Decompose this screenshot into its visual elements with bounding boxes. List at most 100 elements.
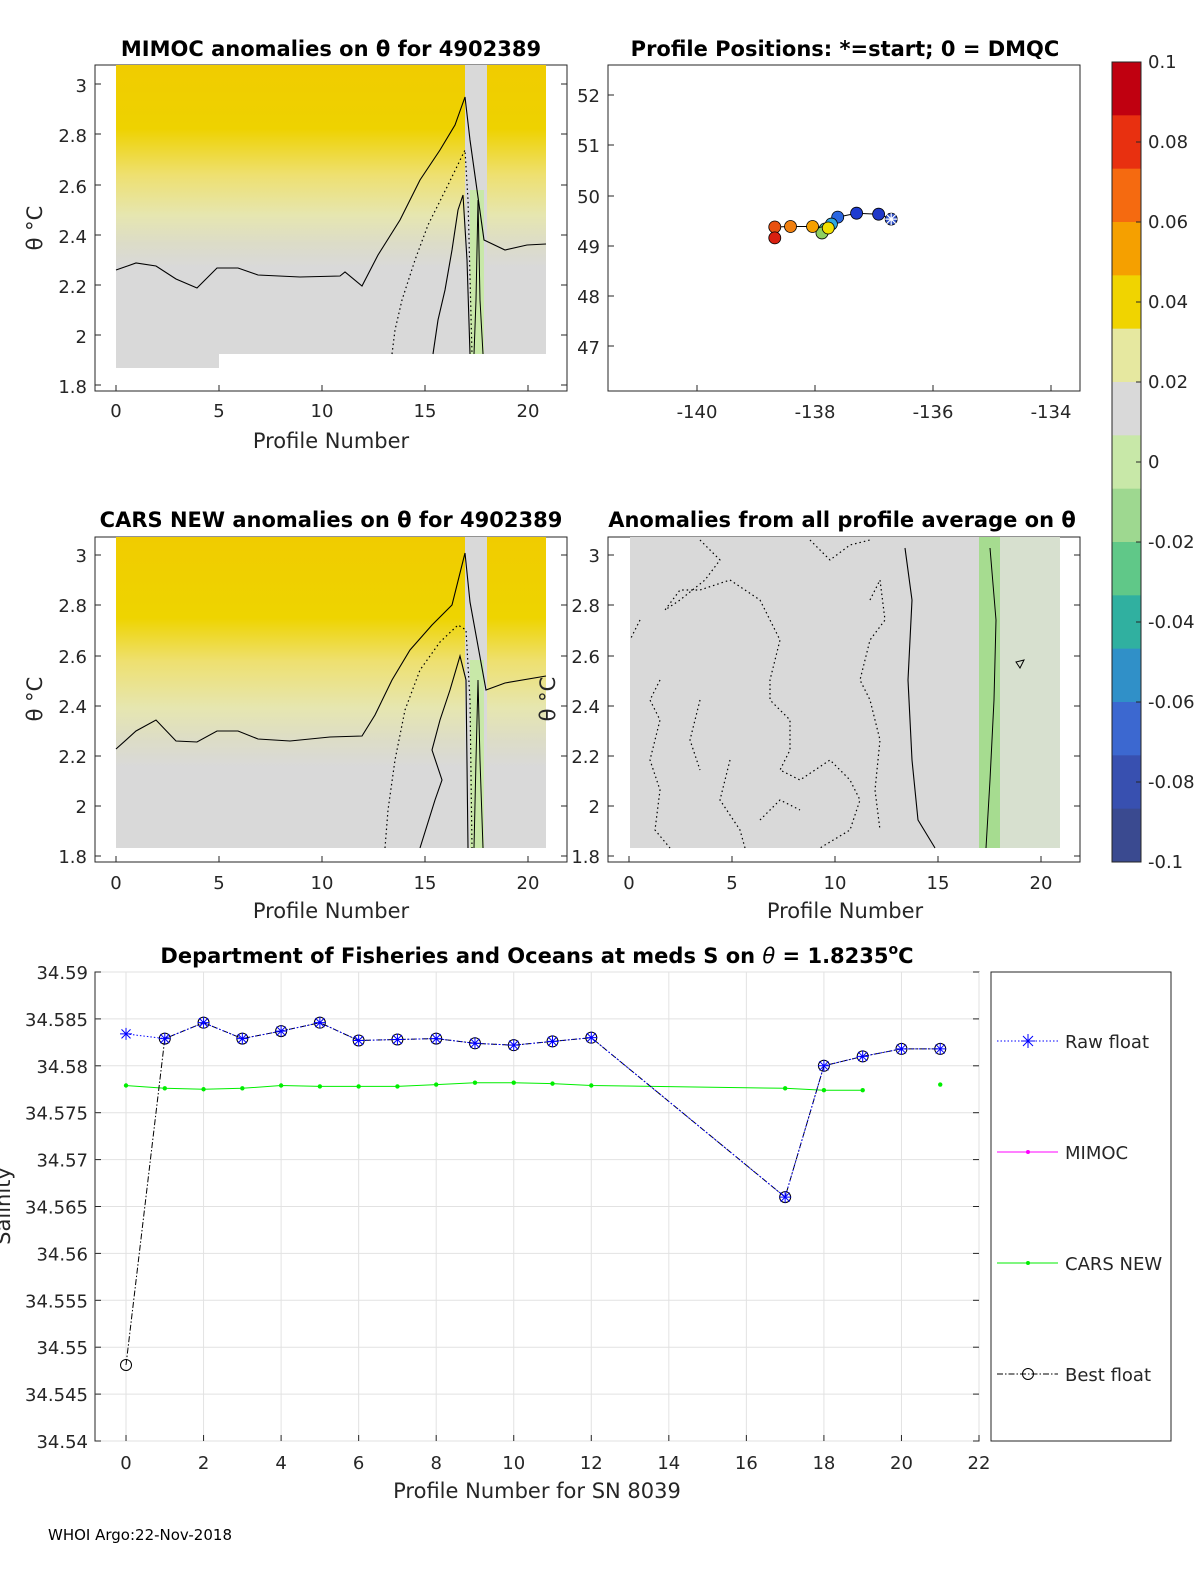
legend: Raw float MIMOC CARS NEW Best float bbox=[990, 971, 1172, 1442]
raw-point bbox=[120, 1027, 133, 1040]
colorbar-tick-label: 0.04 bbox=[1148, 292, 1188, 313]
legend-raw: Raw float bbox=[997, 1032, 1149, 1053]
degree-symbol: o bbox=[889, 942, 899, 958]
colorbar-cell bbox=[1112, 702, 1141, 756]
cars-ticks: 0 5 10 15 20 1.8 2 2.2 2.4 2.6 2.8 3 bbox=[58, 546, 567, 894]
colorbar-tick-label: 0.06 bbox=[1148, 212, 1188, 233]
cars-point bbox=[123, 1083, 129, 1088]
allavg-contour-small bbox=[1015, 659, 1025, 669]
cars-point bbox=[162, 1086, 167, 1091]
raw-point bbox=[313, 1016, 326, 1029]
cars-xtick: 15 bbox=[414, 873, 437, 894]
allavg-ytick: 2 bbox=[589, 797, 600, 818]
positions-point bbox=[784, 220, 797, 233]
mimoc-xtick: 5 bbox=[213, 401, 224, 422]
legend-best-label: Best float bbox=[1065, 1365, 1151, 1386]
positions-ytick: 48 bbox=[577, 287, 600, 308]
allavg-ytick: 1.8 bbox=[571, 847, 600, 868]
salinity-ytick: 34.575 bbox=[25, 1104, 88, 1125]
raw-point bbox=[817, 1059, 830, 1072]
positions-axes-box bbox=[607, 64, 1081, 392]
positions-markers bbox=[768, 206, 898, 245]
raw-point bbox=[430, 1032, 443, 1045]
positions-xtick: -138 bbox=[795, 402, 836, 423]
salinity-xtick: 4 bbox=[275, 1453, 286, 1474]
salinity-ytick: 34.54 bbox=[36, 1432, 88, 1453]
allavg-xtick: 0 bbox=[623, 873, 634, 894]
mimoc-ytick: 2.2 bbox=[58, 277, 87, 298]
best-point bbox=[120, 1359, 133, 1372]
colorbar-cell bbox=[1112, 542, 1141, 596]
cars-ytick: 1.8 bbox=[58, 847, 87, 868]
mimoc-xtick: 0 bbox=[110, 401, 121, 422]
positions-xtick: -140 bbox=[677, 402, 718, 423]
cars-point bbox=[317, 1084, 323, 1089]
allavg-ytick: 2.2 bbox=[571, 747, 600, 768]
colorbar-tick-label: -0.02 bbox=[1148, 532, 1195, 553]
raw-point bbox=[895, 1042, 908, 1055]
allavg-blank-strip bbox=[877, 848, 1060, 861]
cars-ytick: 3 bbox=[76, 546, 87, 567]
legend-raw-marker-icon bbox=[1021, 1034, 1035, 1048]
legend-cars-marker-icon bbox=[1026, 1261, 1030, 1265]
allavg-light-green-column bbox=[1000, 537, 1060, 848]
raw-point bbox=[779, 1191, 792, 1204]
cars-ytick: 2.6 bbox=[58, 647, 87, 668]
raw-point bbox=[352, 1034, 365, 1047]
cars-contour-inner bbox=[419, 653, 469, 849]
cars-point bbox=[821, 1087, 827, 1093]
legend-box bbox=[990, 971, 1172, 1442]
allavg-title: Anomalies from all profile average on θ bbox=[608, 508, 1076, 532]
raw-point bbox=[546, 1035, 559, 1048]
salinity-ytick: 34.555 bbox=[25, 1291, 88, 1312]
mimoc-field-lower-strip bbox=[116, 354, 219, 368]
raw-point bbox=[585, 1031, 598, 1044]
positions-title: Profile Positions: *=start; 0 = DMQC bbox=[631, 37, 1060, 61]
cars-contour-zero bbox=[115, 552, 547, 750]
allavg-contour-right bbox=[904, 547, 936, 849]
salinity-xtick: 18 bbox=[812, 1453, 835, 1474]
legend-best-marker-icon bbox=[1022, 1368, 1034, 1380]
allavg-contour-green bbox=[985, 547, 997, 849]
allavg-ytick: 3 bbox=[589, 546, 600, 567]
positions-point bbox=[850, 206, 863, 220]
colorbar-tick-label: 0.08 bbox=[1148, 132, 1188, 153]
salinity-ytick: 34.58 bbox=[36, 1057, 88, 1078]
cars-point bbox=[395, 1084, 400, 1089]
salinity-xtick: 22 bbox=[968, 1453, 991, 1474]
celsius-unit: C bbox=[898, 944, 913, 968]
raw-series-line bbox=[125, 1022, 941, 1198]
salinity-ylabel: Salinity bbox=[0, 1167, 15, 1245]
cars-green-anomaly bbox=[470, 660, 484, 848]
positions-ytick: 50 bbox=[577, 187, 600, 208]
cars-ytick: 2.4 bbox=[58, 697, 87, 718]
colorbar-cell bbox=[1112, 328, 1141, 383]
cars-point bbox=[860, 1087, 865, 1093]
positions-point bbox=[872, 207, 886, 221]
cars-ytick: 2 bbox=[76, 797, 87, 818]
cars-point bbox=[240, 1086, 245, 1091]
positions-point bbox=[768, 220, 782, 234]
legend-mimoc: MIMOC bbox=[997, 1143, 1128, 1164]
legend-best: Best float bbox=[997, 1365, 1151, 1386]
allavg-ylabel: θ °C bbox=[536, 677, 560, 722]
salinity-ytick: 34.545 bbox=[25, 1385, 88, 1406]
legend-mimoc-label: MIMOC bbox=[1065, 1143, 1128, 1164]
allavg-xtick: 15 bbox=[927, 873, 950, 894]
cars-point bbox=[511, 1080, 516, 1085]
allavg-panel: Anomalies from all profile average on θ … bbox=[536, 508, 1081, 923]
colorbar-tick-label: 0.02 bbox=[1148, 372, 1188, 393]
cars-xtick: 0 bbox=[110, 873, 121, 894]
mimoc-contour-inner bbox=[432, 194, 471, 355]
legend-mimoc-marker-icon bbox=[1026, 1150, 1030, 1154]
cars-point bbox=[782, 1086, 788, 1091]
mimoc-ticks: 0 5 10 15 20 1.8 2 2.2 2.4 2.6 2.8 3 bbox=[58, 76, 567, 422]
cars-panel: CARS NEW anomalies on θ for 4902389 0 5 … bbox=[23, 508, 568, 923]
colorbar-tick-label: -0.08 bbox=[1148, 772, 1195, 793]
legend-raw-label: Raw float bbox=[1065, 1032, 1149, 1053]
raw-point bbox=[391, 1033, 404, 1046]
cars-tick-marks bbox=[95, 554, 567, 862]
cars-ytick: 2.2 bbox=[58, 747, 87, 768]
positions-ytick: 52 bbox=[577, 86, 600, 107]
colorbar-tick-label: 0 bbox=[1148, 452, 1159, 473]
